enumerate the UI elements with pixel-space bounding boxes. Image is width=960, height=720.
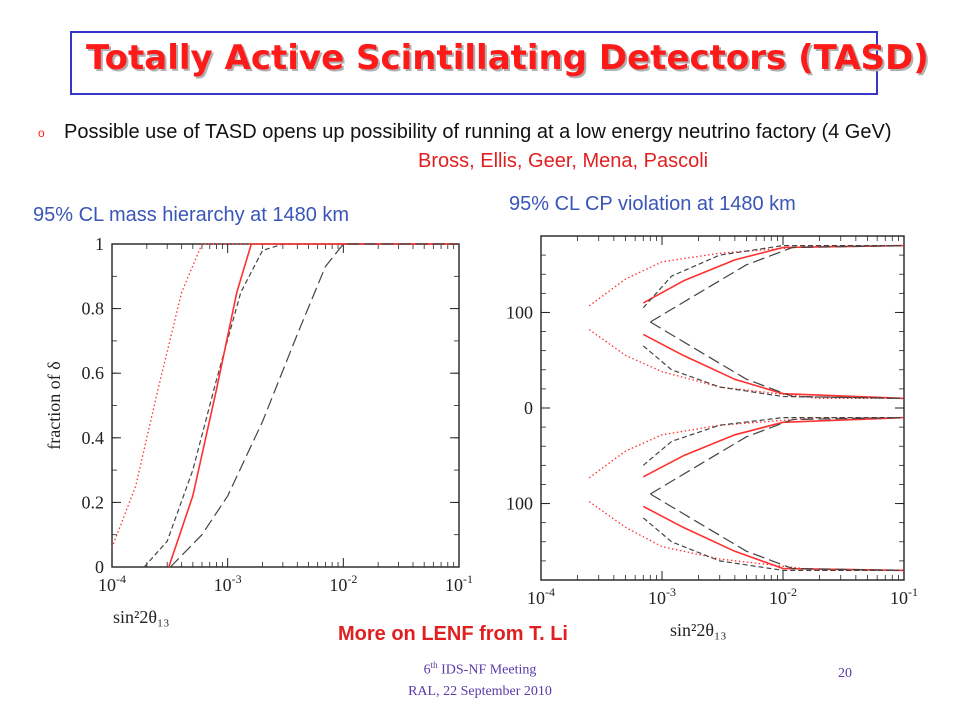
footer-place-date: RAL, 22 September 2010 — [408, 683, 552, 699]
cp-violation-series-red-dotted-2 — [588, 416, 904, 479]
cp-violation-xtick-label: 10-2 — [769, 585, 797, 608]
cp-violation-xaxis-label: sin²2θ₁₃ — [670, 620, 727, 640]
cp-violation-ytick-label: 100 — [506, 302, 533, 322]
slide-title: Totally Active Scintillating Detectors (… — [86, 38, 929, 78]
cp-violation-xtick-label: 10-4 — [527, 585, 555, 608]
mass-hierarchy-xtick-label: 10-4 — [98, 572, 126, 595]
cp-violation-series-gray-short-dash-11 — [642, 517, 904, 571]
cp-violation-xtick-label: 10-1 — [890, 585, 918, 608]
cp-violation-ytick-label: 0 — [524, 398, 533, 418]
bullet-marker: o — [38, 126, 45, 140]
cp-violation-series-red-dotted-0 — [588, 244, 904, 307]
mass-hierarchy-ytick-label: 0 — [95, 557, 104, 577]
footer-meeting-sup: th — [430, 660, 438, 670]
cp-violation-frame — [540, 235, 905, 581]
cp-violation-series-gray-long-dash-14 — [649, 417, 905, 495]
mass-hierarchy-ytick-label: 0.2 — [82, 492, 105, 512]
mass-hierarchy-xtick-label: 10-1 — [445, 572, 473, 595]
mass-hierarchy-ytick-label: 0.8 — [82, 299, 105, 319]
mass-hierarchy-ytick-label: 0.6 — [82, 363, 105, 383]
cp-violation-series-red-solid-6 — [642, 416, 905, 478]
cp-violation-series-red-dotted-3 — [588, 501, 904, 572]
footer-meeting-suffix: IDS-NF Meeting — [437, 662, 537, 678]
cp-violation-series-gray-long-dash-13 — [649, 321, 905, 399]
footer-meeting: 6th IDS-NF Meeting RAL, 22 September 201… — [360, 655, 600, 702]
cp-violation-series-gray-short-dash-10 — [642, 417, 904, 466]
cp-violation-xtick-label: 10-3 — [648, 585, 676, 608]
mass-hierarchy-series-red-solid-2 — [168, 243, 459, 568]
cp-violation-series-red-dotted-1 — [588, 329, 904, 400]
mass-hierarchy-chart: 10-4 10-3 10-2 10-1 0 0.2 0.4 0.6 0.8 1 sin²2θ₁₃ fr… — [44, 234, 473, 627]
cp-violation-chart: 10-4 10-3 10-2 10-1 100 0 100 sin²2θ₁₃ — [506, 235, 918, 640]
title-frame — [70, 31, 878, 95]
authors-credit: Bross, Ellis, Geer, Mena, Pascoli — [418, 150, 709, 172]
left-plot-subtitle: 95% CL mass hierarchy at 1480 km — [33, 204, 350, 226]
mass-hierarchy-ytick-label: 1 — [95, 234, 104, 254]
mass-hierarchy-series-gray-long-dash-3 — [169, 243, 459, 568]
cp-violation-series-gray-long-dash-12 — [649, 245, 905, 323]
right-plot-subtitle: 95% CL CP violation at 1480 km — [509, 193, 796, 215]
cp-violation-series-gray-short-dash-8 — [642, 245, 904, 309]
mass-hierarchy-xtick-label: 10-2 — [329, 572, 357, 595]
cp-violation-series-gray-long-dash-15 — [649, 493, 905, 571]
cp-violation-series-red-solid-5 — [642, 333, 905, 400]
mass-hierarchy-series-red-dotted-0 — [111, 243, 459, 548]
footer-meeting-prefix: 6 — [423, 662, 431, 678]
cp-violation-ytick-label: 100 — [506, 494, 533, 514]
mass-hierarchy-series-gray-short-dash-1 — [143, 243, 459, 568]
bullet-text: Possible use of TASD opens up possibilit… — [64, 121, 892, 143]
more-on-lenf-link[interactable]: More on LENF from T. Li — [338, 623, 568, 645]
page-number: 20 — [838, 666, 852, 681]
mass-hierarchy-xaxis-label: sin²2θ₁₃ — [113, 607, 170, 627]
mass-hierarchy-xtick-label: 10-3 — [214, 572, 242, 595]
mass-hierarchy-ytick-label: 0.4 — [82, 428, 105, 448]
mass-hierarchy-yaxis-label: fraction of δ — [44, 361, 64, 449]
